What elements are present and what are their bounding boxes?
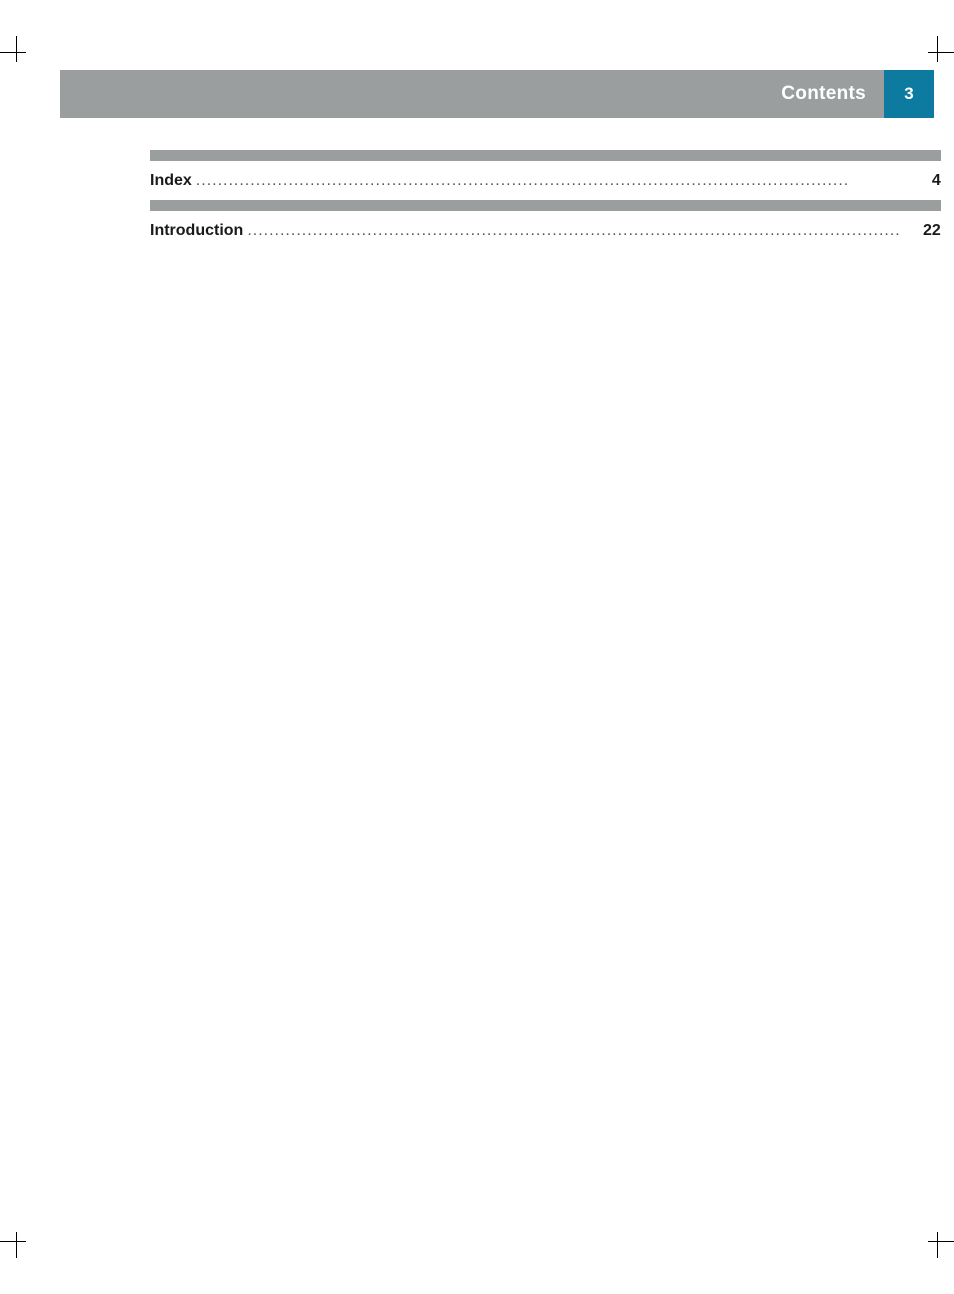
header-band-teal: 3 — [884, 70, 934, 118]
page: Contents 3 Index4Introduction22 At a gla… — [0, 0, 954, 1294]
toc-columns: Index4Introduction22 At a glance29Safety… — [150, 150, 890, 800]
toc-page-number: 22 — [905, 222, 941, 240]
toc-leader-dots — [247, 222, 900, 240]
toc-page-number: 4 — [905, 172, 941, 190]
toc-leader-dots — [196, 172, 901, 190]
toc-label: Index — [150, 172, 192, 190]
toc-row: Introduction 22 — [150, 222, 941, 240]
crop-mark-bl — [0, 1224, 34, 1258]
header-band: Contents 3 — [60, 70, 934, 118]
crop-mark-tl — [0, 36, 34, 70]
toc-entry-bar — [150, 150, 941, 161]
toc-entry: Index 4 — [150, 150, 941, 190]
header-title: Contents — [781, 83, 866, 105]
toc-entry: Introduction 22 — [150, 200, 941, 240]
header-page-number: 3 — [904, 84, 913, 104]
toc-entry-bar — [150, 200, 941, 211]
crop-mark-tr — [920, 36, 954, 70]
crop-mark-br — [920, 1224, 954, 1258]
header-band-grey: Contents — [60, 70, 884, 118]
toc-left-column: Index 4 Introduction 22 — [150, 150, 941, 800]
toc-label: Introduction — [150, 222, 243, 240]
toc-row: Index 4 — [150, 172, 941, 190]
